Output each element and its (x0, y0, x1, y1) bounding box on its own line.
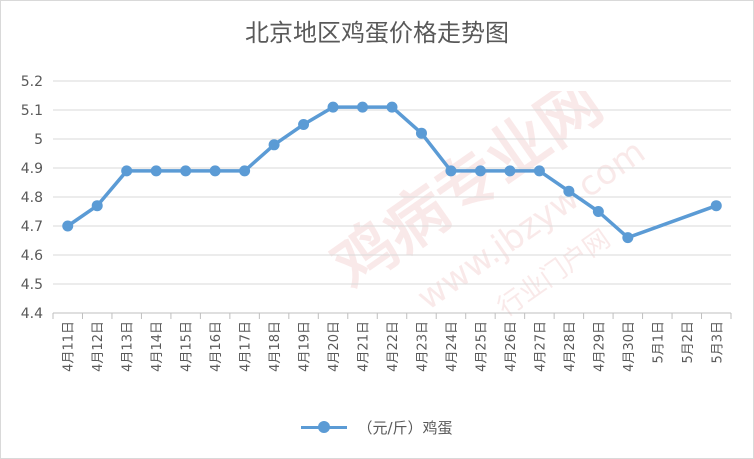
legend-marker (301, 420, 348, 433)
x-tick-label: 5月3日 (710, 321, 725, 364)
data-point (533, 165, 545, 177)
data-point (180, 165, 192, 177)
x-tick-label: 4月22日 (386, 321, 401, 372)
data-point (504, 165, 516, 177)
data-point (445, 165, 457, 177)
data-point (209, 165, 221, 177)
x-tick-label: 4月26日 (504, 321, 519, 372)
data-point (474, 165, 486, 177)
x-tick-label: 4月28日 (563, 321, 578, 372)
x-tick-label: 4月27日 (533, 321, 548, 372)
x-tick-label: 4月21日 (357, 321, 372, 372)
data-point (563, 185, 575, 197)
y-tick-label: 5.2 (21, 74, 43, 90)
y-tick-label: 5.1 (21, 103, 43, 119)
data-point (150, 165, 162, 177)
data-point (298, 119, 310, 130)
x-tick-label: 4月18日 (268, 321, 283, 372)
grid-lines (53, 80, 731, 314)
y-tick-label: 4.9 (21, 161, 43, 177)
y-tick-label: 4.5 (21, 277, 43, 293)
y-tick-label: 4.6 (21, 248, 43, 264)
x-tick-label: 4月30日 (622, 321, 637, 372)
data-point (121, 165, 133, 177)
data-point (91, 200, 103, 212)
data-point (592, 206, 604, 217)
x-tick-label: 4月15日 (180, 321, 195, 372)
x-tick-label: 4月19日 (298, 321, 313, 372)
chart-title: 北京地区鸡蛋价格走势图 (245, 19, 509, 47)
data-point (62, 220, 74, 232)
x-tick-label: 5月2日 (681, 321, 696, 364)
data-point (239, 165, 251, 177)
data-point (386, 101, 398, 113)
series-line (66, 105, 717, 240)
x-tick-label: 4月24日 (445, 321, 460, 372)
x-tick-label: 5月1日 (651, 321, 666, 364)
y-axis-ticks: 4.4 4.5 4.6 4.7 4.8 4.9 5 5.1 5.2 (21, 74, 43, 322)
y-tick-label: 5 (34, 132, 43, 148)
data-point (710, 200, 722, 212)
x-tick-label: 4月29日 (592, 321, 607, 372)
data-point (415, 127, 427, 139)
data-point (268, 139, 280, 151)
data-point (622, 232, 634, 244)
x-tick-label: 4月16日 (209, 321, 224, 372)
x-tick-label: 4月11日 (62, 321, 77, 372)
x-tick-label: 4月17日 (239, 321, 254, 372)
x-tick-label: 4月12日 (91, 321, 106, 372)
y-tick-label: 4.8 (21, 190, 43, 206)
x-tick-label: 4月13日 (121, 321, 136, 372)
legend-label: （元/斤）鸡蛋 (357, 418, 453, 437)
y-tick-label: 4.4 (21, 306, 43, 322)
series-layer (62, 101, 722, 244)
y-tick-label: 4.7 (21, 219, 43, 235)
x-tick-label: 4月14日 (150, 321, 165, 372)
x-tick-label: 4月23日 (415, 321, 430, 372)
data-point (357, 101, 369, 113)
legend: （元/斤）鸡蛋 (1, 415, 753, 439)
x-tick-label: 4月25日 (474, 321, 489, 372)
x-tick-label: 4月20日 (327, 321, 342, 372)
data-point (327, 101, 339, 113)
x-axis-ticks: 4月11日 4月12日 4月13日 4月14日 4月15日 4月16日 4月17日 4月18日… (52, 312, 732, 372)
